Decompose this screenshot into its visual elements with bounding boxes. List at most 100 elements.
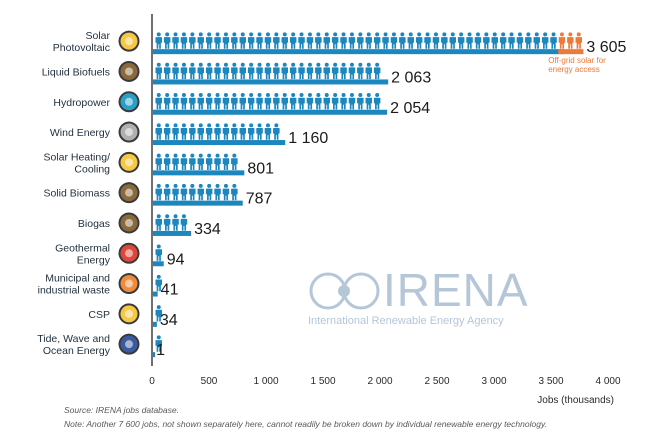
person-mark [365, 93, 373, 110]
person-mark [357, 93, 364, 110]
person-mark [315, 32, 322, 49]
person-mark [407, 32, 415, 49]
bar [153, 230, 192, 236]
person-mark [457, 32, 465, 49]
bar [153, 321, 157, 327]
person-mark [357, 62, 364, 80]
person-mark [231, 123, 238, 140]
person-mark [214, 153, 221, 170]
person-mark [382, 32, 389, 49]
category-label: Hydropower [53, 97, 110, 109]
person-mark [205, 183, 213, 201]
person-mark [281, 93, 289, 110]
bar [153, 109, 388, 115]
bar [153, 79, 389, 85]
person-mark [289, 32, 297, 49]
plot-area: Solar Photovoltaic Off-grid solar for energ… [37, 14, 627, 406]
person-mark [197, 183, 205, 201]
person-mark [231, 32, 238, 49]
biogas-flame-icon [118, 212, 140, 234]
person-mark [247, 93, 255, 110]
person-mark [163, 93, 171, 110]
category-label: Liquid Biofuels [42, 66, 110, 78]
bar-row: Tide, Wave and Ocean Energy 1 [37, 333, 165, 359]
person-mark [516, 32, 524, 49]
person-mark [365, 62, 373, 80]
person-mark [222, 32, 230, 49]
bar-row: Biogas 334 [78, 212, 221, 238]
person-mark [172, 214, 179, 231]
person-mark [155, 214, 163, 231]
person-mark [155, 62, 163, 80]
footnote: Note: Another 7 600 jobs, not shown sepa… [64, 419, 547, 429]
person-mark [508, 32, 515, 49]
person-mark [189, 62, 196, 80]
person-mark [331, 93, 339, 110]
person-mark [499, 32, 507, 49]
person-mark [180, 123, 188, 140]
person-mark [323, 62, 331, 80]
person-mark [323, 32, 331, 49]
value-label: 2 054 [390, 100, 430, 117]
person-mark [231, 62, 238, 80]
person-mark [205, 153, 213, 170]
value-label: 41 [161, 282, 179, 299]
value-label: 1 [156, 342, 165, 359]
person-mark [247, 123, 255, 140]
value-label: 334 [194, 221, 221, 238]
person-mark [483, 32, 490, 49]
person-mark [231, 93, 238, 110]
person-mark [550, 32, 557, 49]
bar-row: Solar Heating/Cooling 801 [43, 151, 274, 177]
person-mark [197, 153, 205, 170]
watermark-subtitle: International Renewable Energy Agency [308, 315, 504, 327]
person-mark [172, 93, 179, 110]
person-mark [256, 62, 263, 80]
person-mark [239, 62, 247, 80]
x-tick-label: 2 500 [424, 376, 449, 387]
person-mark [189, 93, 196, 110]
irena-watermark: IRENA International Renewable Energy Age… [308, 264, 528, 327]
x-tick-label: 2 000 [367, 376, 392, 387]
person-mark [273, 123, 280, 140]
person-mark [331, 62, 339, 80]
x-tick-label: 1 000 [253, 376, 278, 387]
person-mark [247, 32, 255, 49]
bar [153, 291, 158, 297]
x-tick-label: 1 500 [310, 376, 335, 387]
person-mark [256, 123, 263, 140]
offgrid-person-mark [558, 32, 566, 49]
bar-row: Solid Biomass 787 [43, 182, 273, 208]
waste-bin-icon [118, 273, 140, 295]
x-tick-label: 500 [201, 376, 218, 387]
person-mark [222, 93, 230, 110]
person-mark [474, 32, 482, 49]
person-mark [180, 153, 188, 170]
person-mark [189, 123, 196, 140]
person-mark [491, 32, 499, 49]
sun-icon [118, 30, 140, 52]
person-mark [306, 62, 314, 80]
bar-row: Municipal and industrial waste 41 [38, 273, 179, 299]
person-mark [390, 32, 398, 49]
person-mark [163, 32, 171, 49]
person-mark [205, 123, 213, 140]
person-mark [306, 32, 314, 49]
sun-icon [118, 151, 140, 173]
person-mark [172, 153, 179, 170]
category-label: Solar Photovoltaic [53, 30, 111, 54]
x-tick-label: 0 [149, 376, 155, 387]
person-mark [214, 32, 221, 49]
water-drop-icon [118, 91, 140, 113]
person-mark [256, 93, 263, 110]
value-label: 1 160 [288, 130, 328, 147]
person-mark [432, 32, 440, 49]
bar-row: CSP 34 [88, 303, 178, 329]
person-mark [214, 123, 221, 140]
person-mark [357, 32, 364, 49]
person-mark [222, 123, 230, 140]
category-label: Biogas [78, 218, 110, 230]
sun-icon [118, 303, 140, 325]
value-label: 2 063 [391, 69, 431, 86]
irena-logo-icon [309, 272, 380, 310]
